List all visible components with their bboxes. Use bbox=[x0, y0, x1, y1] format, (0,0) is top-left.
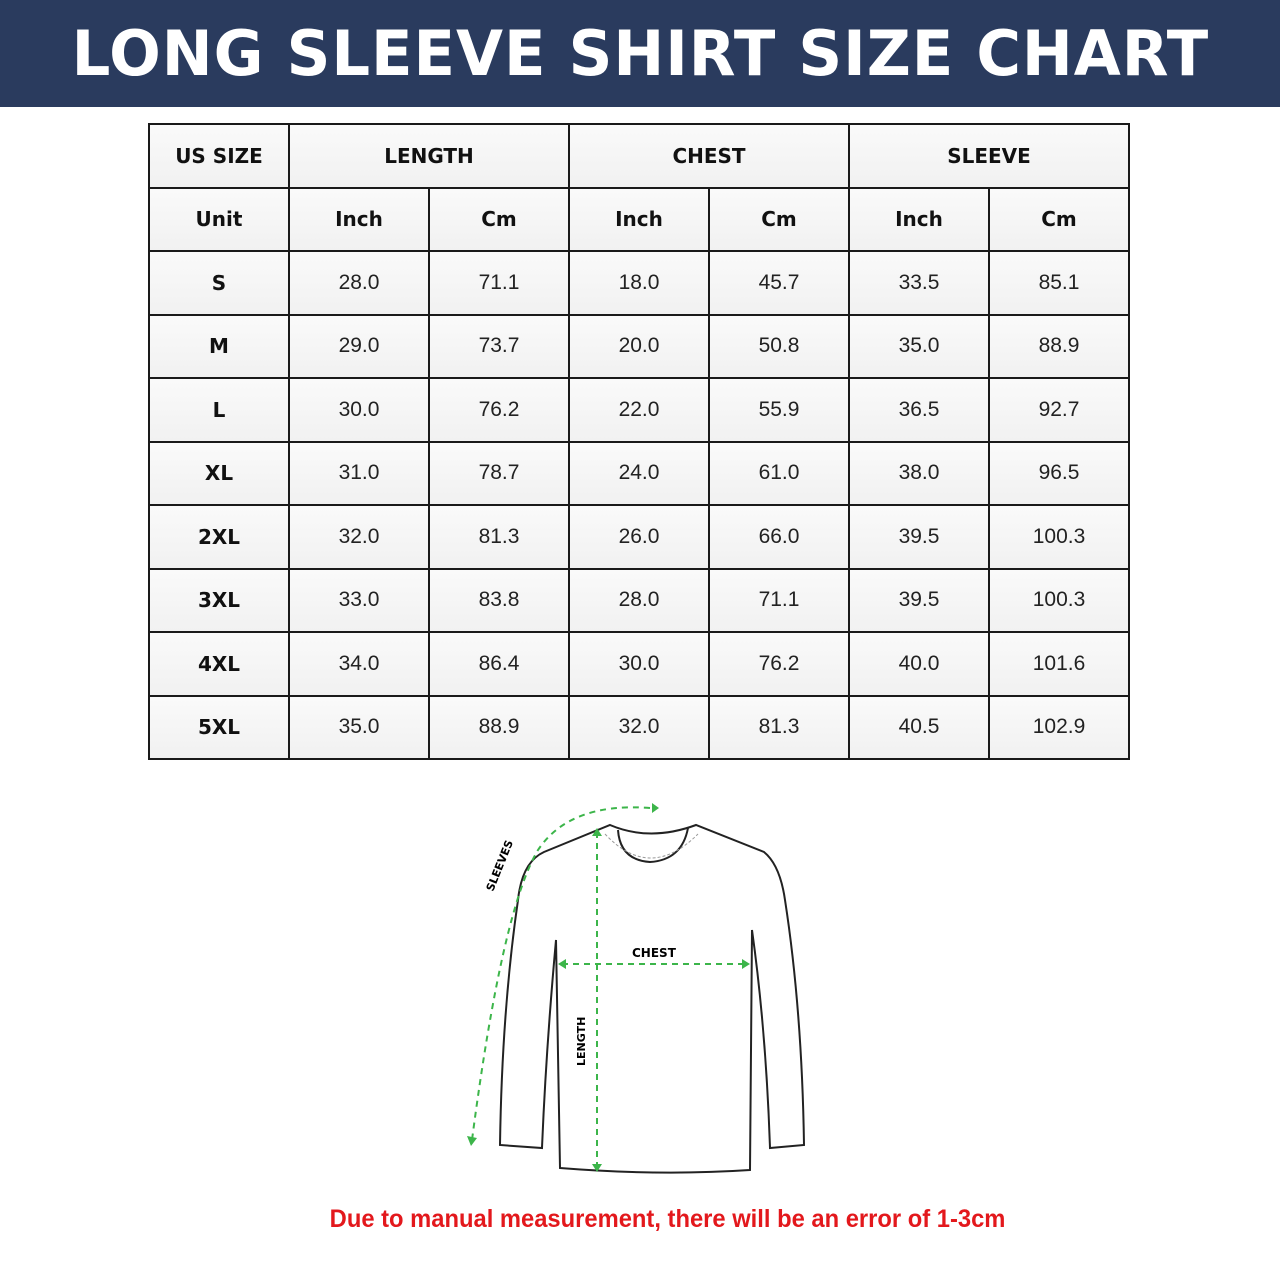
value-cell: 39.5 bbox=[848, 504, 990, 570]
group-header-row: US SIZE LENGTH CHEST SLEEVE bbox=[148, 123, 1130, 189]
value-cell: 33.0 bbox=[288, 567, 430, 633]
size-cell: 4XL bbox=[148, 631, 290, 697]
title-banner: LONG SLEEVE SHIRT SIZE CHART bbox=[0, 0, 1280, 107]
value-cell: 35.0 bbox=[288, 694, 430, 760]
value-cell: 20.0 bbox=[568, 313, 710, 379]
table-row: 4XL 34.0 86.4 30.0 76.2 40.0 101.6 bbox=[148, 631, 1130, 697]
size-cell: 3XL bbox=[148, 567, 290, 633]
value-cell: 24.0 bbox=[568, 440, 710, 506]
value-cell: 76.2 bbox=[708, 631, 850, 697]
value-cell: 73.7 bbox=[428, 313, 570, 379]
value-cell: 22.0 bbox=[568, 377, 710, 443]
value-cell: 100.3 bbox=[988, 504, 1130, 570]
value-cell: 100.3 bbox=[988, 567, 1130, 633]
value-cell: 35.0 bbox=[848, 313, 990, 379]
table-row: XL 31.0 78.7 24.0 61.0 38.0 96.5 bbox=[148, 440, 1130, 506]
value-cell: 40.5 bbox=[848, 694, 990, 760]
value-cell: 92.7 bbox=[988, 377, 1130, 443]
shirt-measurement-diagram: SLEEVES CHEST LENGTH bbox=[467, 803, 806, 1174]
value-cell: 39.5 bbox=[848, 567, 990, 633]
unit-sleeve-cm: Cm bbox=[988, 186, 1130, 252]
chest-label: CHEST bbox=[632, 946, 677, 960]
value-cell: 50.8 bbox=[708, 313, 850, 379]
size-cell: M bbox=[148, 313, 290, 379]
table-row: M 29.0 73.7 20.0 50.8 35.0 88.9 bbox=[148, 313, 1130, 379]
value-cell: 30.0 bbox=[288, 377, 430, 443]
value-cell: 28.0 bbox=[288, 250, 430, 316]
value-cell: 26.0 bbox=[568, 504, 710, 570]
value-cell: 76.2 bbox=[428, 377, 570, 443]
size-cell: 2XL bbox=[148, 504, 290, 570]
header-sleeve: SLEEVE bbox=[848, 123, 1130, 189]
sleeves-label: SLEEVES bbox=[484, 838, 516, 893]
table-row: S 28.0 71.1 18.0 45.7 33.5 85.1 bbox=[148, 250, 1130, 316]
value-cell: 36.5 bbox=[848, 377, 990, 443]
value-cell: 31.0 bbox=[288, 440, 430, 506]
header-unit: Unit bbox=[148, 186, 290, 252]
value-cell: 71.1 bbox=[428, 250, 570, 316]
value-cell: 83.8 bbox=[428, 567, 570, 633]
unit-sleeve-inch: Inch bbox=[848, 186, 990, 252]
measure-lines bbox=[471, 806, 746, 1168]
size-cell: L bbox=[148, 377, 290, 443]
value-cell: 32.0 bbox=[568, 694, 710, 760]
value-cell: 86.4 bbox=[428, 631, 570, 697]
value-cell: 30.0 bbox=[568, 631, 710, 697]
table-row: 5XL 35.0 88.9 32.0 81.3 40.5 102.9 bbox=[148, 694, 1130, 760]
value-cell: 28.0 bbox=[568, 567, 710, 633]
header-us-size: US SIZE bbox=[148, 123, 290, 189]
value-cell: 32.0 bbox=[288, 504, 430, 570]
shirt-outline-icon bbox=[498, 823, 806, 1174]
value-cell: 66.0 bbox=[708, 504, 850, 570]
unit-header-row: Unit Inch Cm Inch Cm Inch Cm bbox=[148, 186, 1130, 252]
size-cell: 5XL bbox=[148, 694, 290, 760]
size-cell: XL bbox=[148, 440, 290, 506]
page-title: LONG SLEEVE SHIRT SIZE CHART bbox=[71, 17, 1209, 90]
length-label: LENGTH bbox=[575, 1017, 588, 1066]
value-cell: 88.9 bbox=[428, 694, 570, 760]
table-row: L 30.0 76.2 22.0 55.9 36.5 92.7 bbox=[148, 377, 1130, 443]
value-cell: 29.0 bbox=[288, 313, 430, 379]
value-cell: 85.1 bbox=[988, 250, 1130, 316]
value-cell: 101.6 bbox=[988, 631, 1130, 697]
value-cell: 88.9 bbox=[988, 313, 1130, 379]
value-cell: 33.5 bbox=[848, 250, 990, 316]
unit-chest-cm: Cm bbox=[708, 186, 850, 252]
value-cell: 40.0 bbox=[848, 631, 990, 697]
value-cell: 71.1 bbox=[708, 567, 850, 633]
arrowheads bbox=[467, 803, 750, 1172]
table-row: 2XL 32.0 81.3 26.0 66.0 39.5 100.3 bbox=[148, 504, 1130, 570]
size-chart-table: US SIZE LENGTH CHEST SLEEVE Unit Inch Cm… bbox=[148, 123, 1130, 760]
table-row: 3XL 33.0 83.8 28.0 71.1 39.5 100.3 bbox=[148, 567, 1130, 633]
value-cell: 78.7 bbox=[428, 440, 570, 506]
header-chest: CHEST bbox=[568, 123, 850, 189]
value-cell: 18.0 bbox=[568, 250, 710, 316]
value-cell: 102.9 bbox=[988, 694, 1130, 760]
header-length: LENGTH bbox=[288, 123, 570, 189]
value-cell: 81.3 bbox=[708, 694, 850, 760]
unit-length-cm: Cm bbox=[428, 186, 570, 252]
value-cell: 38.0 bbox=[848, 440, 990, 506]
size-cell: S bbox=[148, 250, 290, 316]
value-cell: 45.7 bbox=[708, 250, 850, 316]
value-cell: 61.0 bbox=[708, 440, 850, 506]
value-cell: 34.0 bbox=[288, 631, 430, 697]
value-cell: 55.9 bbox=[708, 377, 850, 443]
measurement-error-note: Due to manual measurement, there will be… bbox=[329, 1205, 1006, 1233]
value-cell: 81.3 bbox=[428, 504, 570, 570]
sleeve-measure-line bbox=[471, 806, 651, 1141]
unit-length-inch: Inch bbox=[288, 186, 430, 252]
unit-chest-inch: Inch bbox=[568, 186, 710, 252]
value-cell: 96.5 bbox=[988, 440, 1130, 506]
